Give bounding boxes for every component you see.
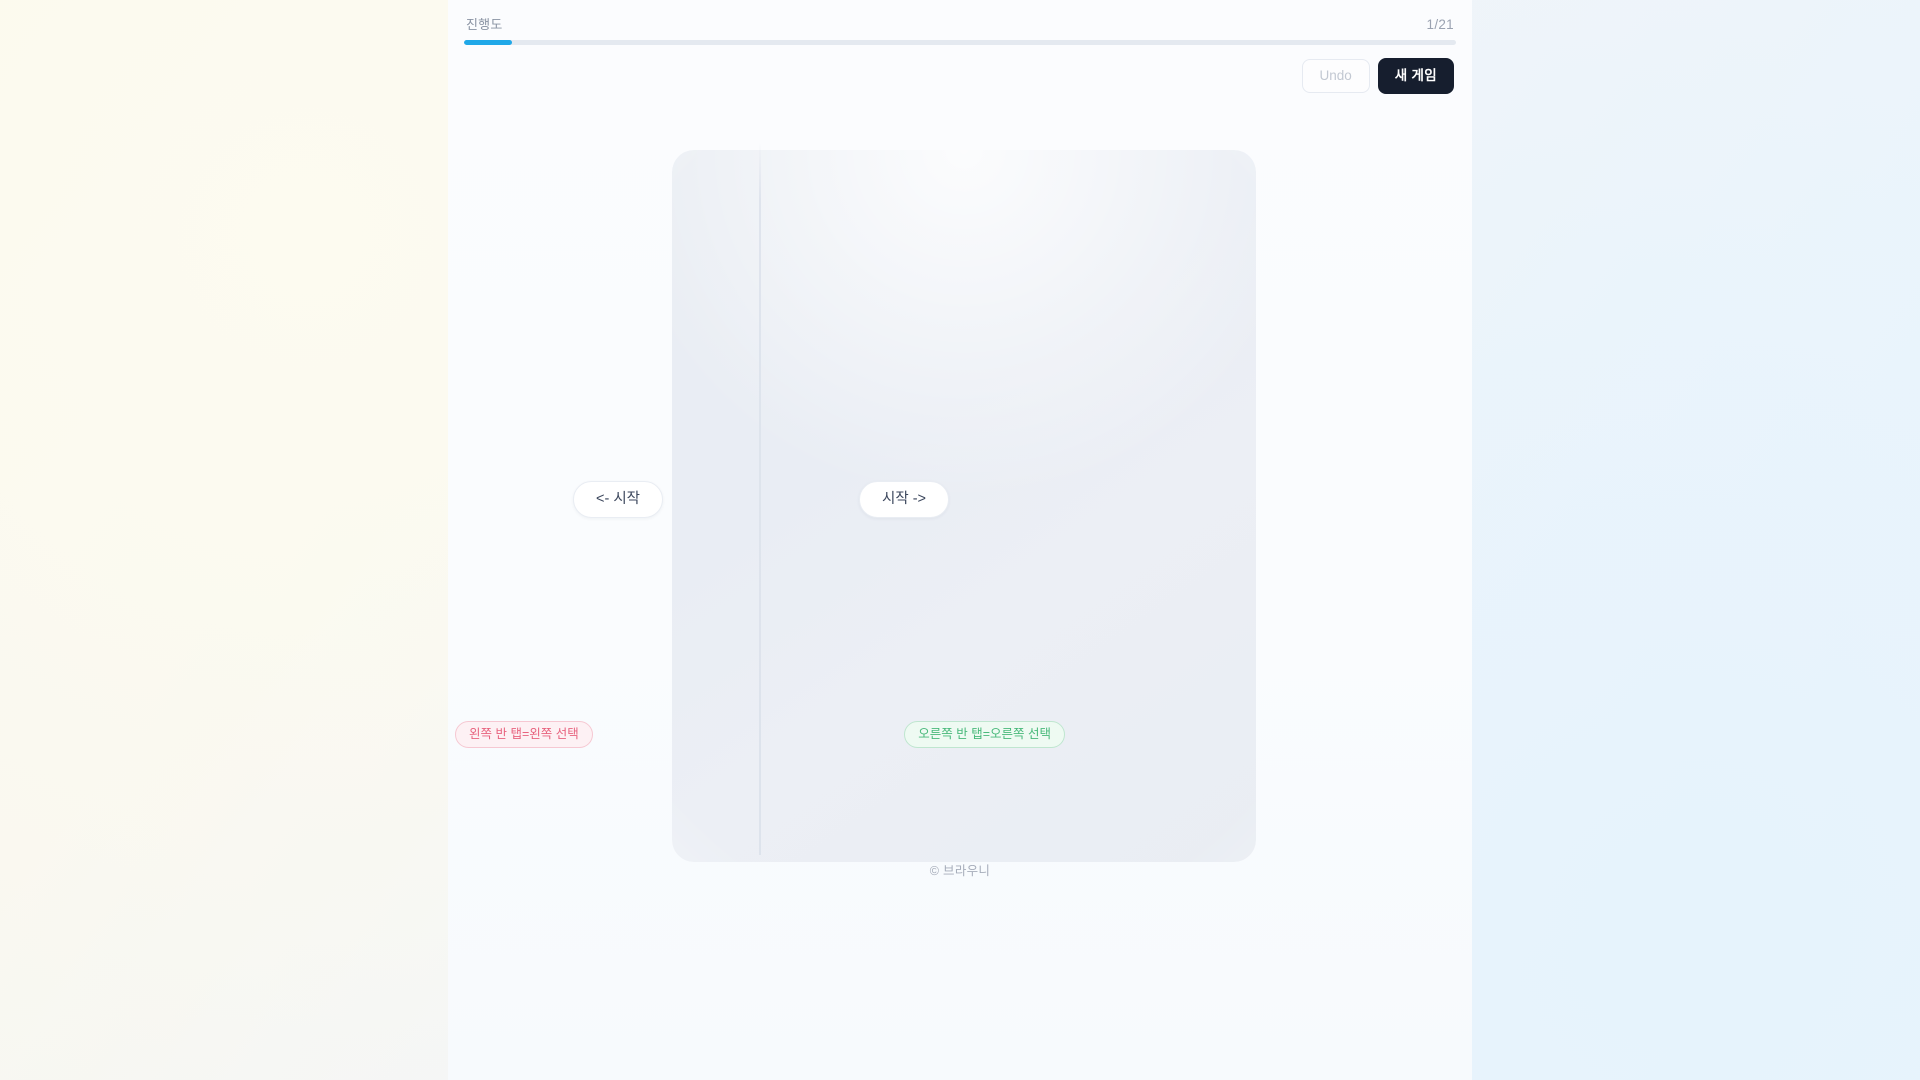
board-half-right[interactable]: 시작 -> 오른쪽 반 탭=오른쪽 선택 [760,143,1068,855]
hint-right[interactable]: 오른쪽 반 탭=오른쪽 선택 [904,721,1065,748]
progress-header-row: 진행도 1/21 [464,14,1456,40]
progress-bar-fill [464,40,512,45]
progress-label: 진행도 [466,17,503,32]
toolbar: Undo 새 게임 [1301,58,1454,94]
progress-section: 진행도 1/21 [464,14,1456,45]
game-board: <- 시작 왼쪽 반 탭=왼쪽 선택 시작 -> 오른쪽 반 탭=오른쪽 선택 [452,143,1256,862]
progress-counter: 1/21 [1426,17,1454,32]
footer-credit: © 브라우니 [929,864,991,878]
new-game-button[interactable]: 새 게임 [1377,58,1454,94]
game-board-area: <- 시작 왼쪽 반 탭=왼쪽 선택 시작 -> 오른쪽 반 탭=오른쪽 선택 [448,118,1472,862]
progress-bar-track [464,40,1456,45]
board-half-left[interactable]: <- 시작 왼쪽 반 탭=왼쪽 선택 [452,143,760,855]
page-content-column: 진행도 1/21 Undo 새 게임 <- 시작 왼쪽 반 탭=왼쪽 선택 시작… [448,0,1472,1080]
start-left-button[interactable]: <- 시작 [573,481,664,518]
hint-left[interactable]: 왼쪽 반 탭=왼쪽 선택 [455,721,593,748]
board-center-divider [759,143,761,855]
start-right-button[interactable]: 시작 -> [858,481,949,518]
undo-button[interactable]: Undo [1301,59,1370,93]
